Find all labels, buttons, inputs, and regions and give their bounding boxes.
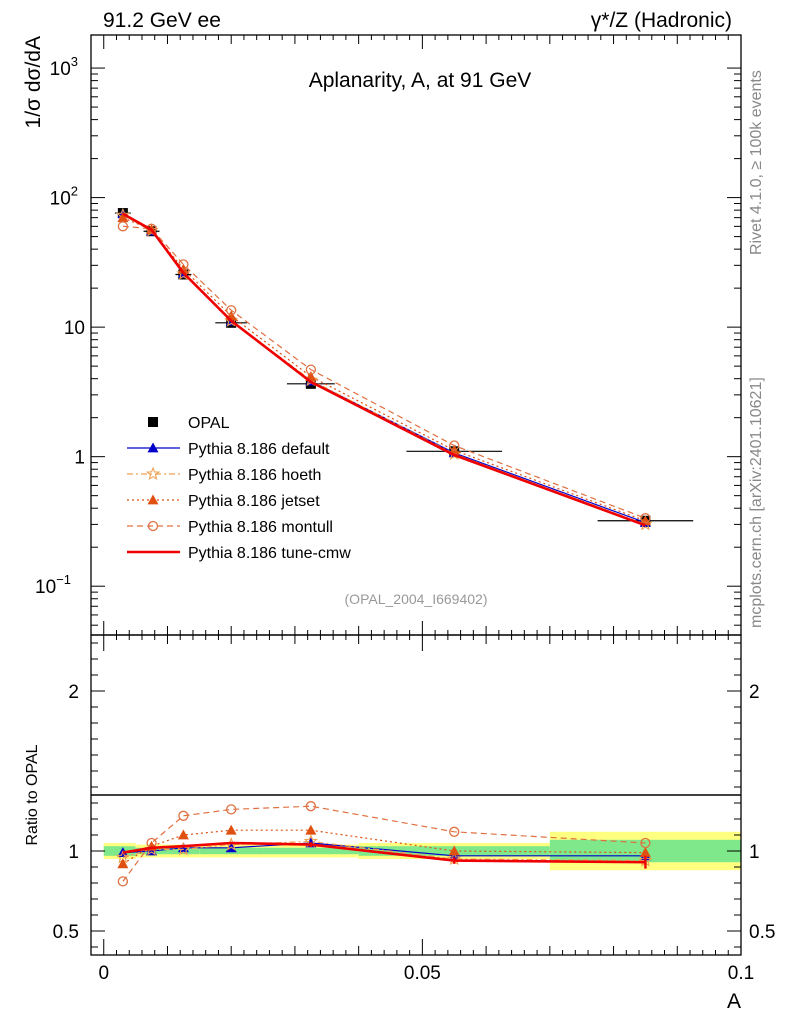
ratio-point-pythia-8-186-jetset xyxy=(117,858,129,869)
ratio-series-group xyxy=(115,801,653,887)
ratio-panel-frame xyxy=(90,634,742,956)
series-point-pythia-8-186-montull xyxy=(178,259,189,270)
ratio-y-tick-label-right: 2 xyxy=(749,682,760,703)
legend-entry-opal: OPAL xyxy=(148,415,230,432)
legend-entry-pythia-8-186-tune-cmw: Pythia 8.186 tune-cmw xyxy=(127,545,351,562)
x-tick-label: 0.05 xyxy=(404,963,441,984)
ratio-point-pythia-8-186-jetset xyxy=(639,847,651,857)
legend-label: Pythia 8.186 montull xyxy=(188,519,333,536)
main-title: Aplanarity, A, at 91 GeV xyxy=(309,69,532,92)
ratio-point-pythia-8-186-montull xyxy=(449,826,460,837)
ratio-point-pythia-8-186-jetset xyxy=(225,824,237,835)
ratio-point-pythia-8-186-montull xyxy=(305,801,317,812)
legend-label: OPAL xyxy=(188,415,230,432)
ratio-point-pythia-8-186-montull xyxy=(117,876,129,887)
legend-marker-pythia-8-186-montull xyxy=(147,520,159,532)
series-line-pythia-8-186-tune-cmw xyxy=(122,212,646,527)
series-point-pythia-8-186-montull xyxy=(640,513,651,524)
main-y-tick-label: 103 xyxy=(50,54,78,80)
ratio-line-pythia-8-186-montull xyxy=(122,805,646,882)
legend-entry-pythia-8-186-default: Pythia 8.186 default xyxy=(127,441,330,458)
x-tick-label: 0.1 xyxy=(728,963,754,984)
main-y-tick-label: 10 xyxy=(64,318,85,339)
main-y-tick-label: 10−1 xyxy=(35,572,71,598)
ratio-series-pythia-8-186-tune-cmw xyxy=(122,841,647,869)
x-axis-label: A xyxy=(727,990,741,1013)
rivet-version-label: Rivet 4.1.0, ≥ 100k events xyxy=(748,70,765,255)
series-point-pythia-8-186-montull xyxy=(449,440,460,451)
ratio-y-tick-label-right: 0.5 xyxy=(749,922,775,943)
ratio-inner-band xyxy=(263,847,359,855)
main-y-tick-label: 1 xyxy=(74,448,85,469)
legend-label: Pythia 8.186 default xyxy=(188,441,330,458)
ratio-series-pythia-8-186-montull xyxy=(117,801,651,887)
series-pythia-8-186-montull xyxy=(117,221,651,524)
ratio-point-pythia-8-186-jetset xyxy=(177,829,189,840)
legend-marker-pythia-8-186-hoeth xyxy=(145,466,161,481)
ratio-y-tick-label-right: 1 xyxy=(749,842,760,863)
main-axis-ticks: 10−1 1 10 102 103 xyxy=(35,35,742,635)
ratio-inner-band xyxy=(103,846,136,856)
analysis-watermark: (OPAL_2004_I669402) xyxy=(345,591,488,607)
legend-entry-pythia-8-186-jetset: Pythia 8.186 jetset xyxy=(127,493,320,510)
header-energy-label: 91.2 GeV ee xyxy=(103,9,221,32)
legend-marker-pythia-8-186-default xyxy=(147,442,159,453)
main-series-group xyxy=(114,207,694,531)
ratio-point-pythia-8-186-montull xyxy=(640,837,651,849)
legend-entry-pythia-8-186-hoeth: Pythia 8.186 hoeth xyxy=(127,466,321,484)
series-point-pythia-8-186-montull xyxy=(305,364,317,375)
series-pythia-8-186-tune-cmw xyxy=(122,212,646,527)
mcplots-reference-label: mcplots.cern.ch [arXiv:2401.10621] xyxy=(748,377,765,628)
series-point-pythia-8-186-montull xyxy=(146,223,157,234)
ratio-point-pythia-8-186-jetset xyxy=(448,845,460,856)
legend-label: Pythia 8.186 tune-cmw xyxy=(188,545,351,562)
legend-marker-pythia-8-186-jetset xyxy=(147,494,159,505)
main-y-axis-label: 1/σ dσ/dA xyxy=(22,36,45,128)
legend-entry-pythia-8-186-montull: Pythia 8.186 montull xyxy=(127,519,333,536)
ratio-point-pythia-8-186-jetset xyxy=(305,824,317,835)
series-point-pythia-8-186-montull xyxy=(117,221,129,232)
ratio-point-pythia-8-186-montull xyxy=(226,804,237,815)
ratio-y-tick-label-left: 0.5 xyxy=(53,922,79,943)
ratio-point-pythia-8-186-montull xyxy=(178,810,189,821)
series-point-pythia-8-186-jetset xyxy=(639,515,651,526)
ratio-panel: 0.5 0.5 1 1 2 2 0 0.05 0.1 Ratio to OPAL A xyxy=(24,634,775,1013)
legend-label: Pythia 8.186 jetset xyxy=(188,493,320,510)
legend-marker-opal xyxy=(148,417,158,427)
main-y-tick-label: 102 xyxy=(50,184,78,210)
ratio-y-tick-label-left: 1 xyxy=(68,842,79,863)
ratio-y-axis-label: Ratio to OPAL xyxy=(24,744,41,845)
main-panel: 10−1 1 10 102 103 Aplanarity, A, at 91 GeV (… xyxy=(22,34,742,636)
header-process-label: γ*/Z (Hadronic) xyxy=(591,9,732,32)
x-tick-label: 0 xyxy=(98,963,109,984)
series-line-pythia-8-186-montull xyxy=(122,225,646,519)
ratio-y-tick-label-left: 2 xyxy=(68,682,79,703)
legend: OPAL Pythia 8.186 default Pythia 8.186 hoe… xyxy=(127,415,351,562)
series-point-pythia-8-186-montull xyxy=(226,305,237,316)
series-point-pythia-8-186-jetset xyxy=(117,212,129,223)
legend-label: Pythia 8.186 hoeth xyxy=(188,467,321,484)
ratio-axis-ticks: 0.5 0.5 1 1 2 2 0 0.05 0.1 xyxy=(53,635,775,984)
